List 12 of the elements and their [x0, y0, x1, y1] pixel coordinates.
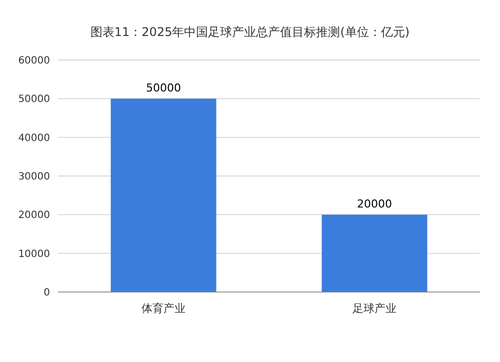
data-label: 50000 [146, 82, 181, 95]
y-tick-label: 30000 [18, 172, 50, 182]
data-label: 20000 [357, 198, 392, 211]
chart-title: 图表11：2025年中国足球产业总产值目标推测(单位：亿元) [90, 25, 410, 39]
y-tick-label: 50000 [18, 94, 50, 106]
x-tick-label: 足球产业 [352, 302, 396, 315]
y-tick-label: 20000 [18, 210, 50, 222]
x-tick-label: 体育产业 [142, 302, 186, 315]
y-tick-label: 0 [44, 288, 50, 298]
y-tick-label: 10000 [18, 248, 50, 260]
y-tick-label: 60000 [18, 56, 50, 66]
y-tick-label: 40000 [18, 132, 50, 144]
